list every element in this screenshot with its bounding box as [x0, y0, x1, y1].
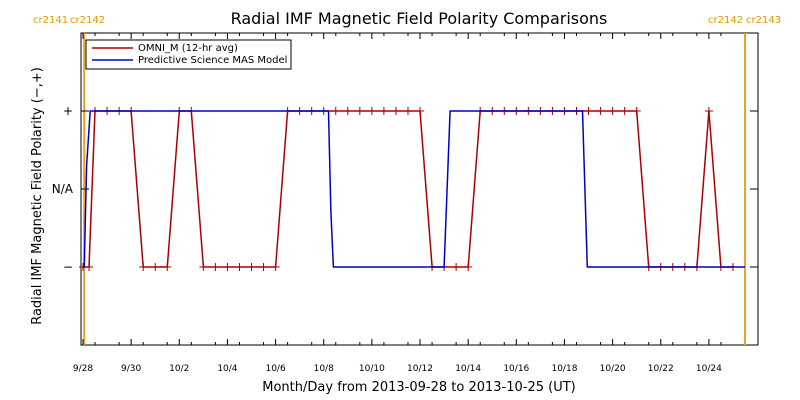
series-0-point-53: [704, 107, 713, 115]
cr-label-left-2: cr2142: [70, 15, 105, 26]
series-0-point-12: [211, 263, 220, 271]
series-0-point-45: [608, 107, 617, 115]
plot-frame: [80, 32, 759, 346]
y-tick-label-1: N/A: [52, 182, 74, 196]
series-0-point-6: [139, 263, 148, 271]
x-tick-label-9: 10/16: [503, 364, 529, 374]
legend-label-mas: Predictive Science MAS Model: [138, 55, 287, 66]
series-0-point-46: [620, 107, 629, 115]
series-0-point-28: [403, 107, 412, 115]
x-tick-label-4: 10/6: [265, 364, 285, 374]
x-axis-label: Month/Day from 2013-09-28 to 2013-10-25 …: [262, 380, 575, 395]
series-0-point-44: [596, 107, 605, 115]
series-0-point-43: [584, 107, 593, 115]
x-tick-label-2: 10/2: [169, 364, 189, 374]
x-tick-label-0: 9/28: [73, 364, 93, 374]
series-line-0: [83, 110, 733, 268]
x-tick-label-6: 10/10: [359, 364, 385, 374]
series-0-point-11: [199, 263, 208, 271]
series-0-point-8: [163, 263, 172, 271]
x-tick-label-12: 10/22: [648, 364, 674, 374]
series-0-point-15: [247, 263, 256, 271]
series-0-point-14: [235, 263, 244, 271]
series-0-point-25: [367, 107, 376, 115]
series-0-point-17: [271, 263, 280, 271]
series-0-point-13: [223, 263, 232, 271]
legend-label-omni: OMNI_M (12-hr avg): [138, 43, 238, 54]
series-0-point-26: [379, 107, 388, 115]
y-tick-label-2: −: [63, 260, 73, 274]
series-0-point-33: [464, 263, 473, 271]
series-0-point-32: [452, 263, 461, 271]
series-0-point-22: [331, 107, 340, 115]
y-tick-label-0: +: [63, 104, 73, 118]
legend: OMNI_M (12-hr avg) Predictive Science MA…: [85, 39, 292, 70]
carrington-lines: [83, 33, 746, 345]
x-tick-label-1: 9/30: [121, 364, 141, 374]
x-tick-label-3: 10/4: [217, 364, 237, 374]
x-tick-label-7: 10/12: [407, 364, 433, 374]
chart-title: Radial IMF Magnetic Field Polarity Compa…: [231, 9, 608, 28]
cr-label-right-1: cr2142: [708, 15, 743, 26]
x-tick-label-13: 10/24: [696, 364, 722, 374]
axis-ticks: 9/28 9/30 10/2 10/4 10/6 10/8 10/10 10/12 10/14 1…: [52, 33, 758, 374]
series-0-point-29: [416, 107, 425, 115]
y-axis-label: Radial IMF Magnetic Field Polarity (−,+): [30, 67, 45, 325]
series-0-point-47: [632, 107, 641, 115]
x-tick-label-8: 10/14: [455, 364, 481, 374]
x-tick-label-5: 10/8: [314, 364, 334, 374]
series-0-point-16: [259, 263, 268, 271]
cr-label-right-2: cr2143: [746, 15, 781, 26]
series-layer: [79, 107, 745, 271]
series-0-point-7: [151, 263, 160, 271]
series-0-point-23: [343, 107, 352, 115]
series-0-point-24: [355, 107, 364, 115]
x-tick-label-11: 10/20: [600, 364, 626, 374]
series-line-1: [83, 110, 745, 268]
x-tick-label-10: 10/18: [551, 364, 577, 374]
cr-label-left-1: cr2141: [33, 15, 68, 26]
series-0-point-1: [85, 263, 94, 271]
series-0-point-27: [391, 107, 400, 115]
legend-box: [85, 39, 292, 70]
